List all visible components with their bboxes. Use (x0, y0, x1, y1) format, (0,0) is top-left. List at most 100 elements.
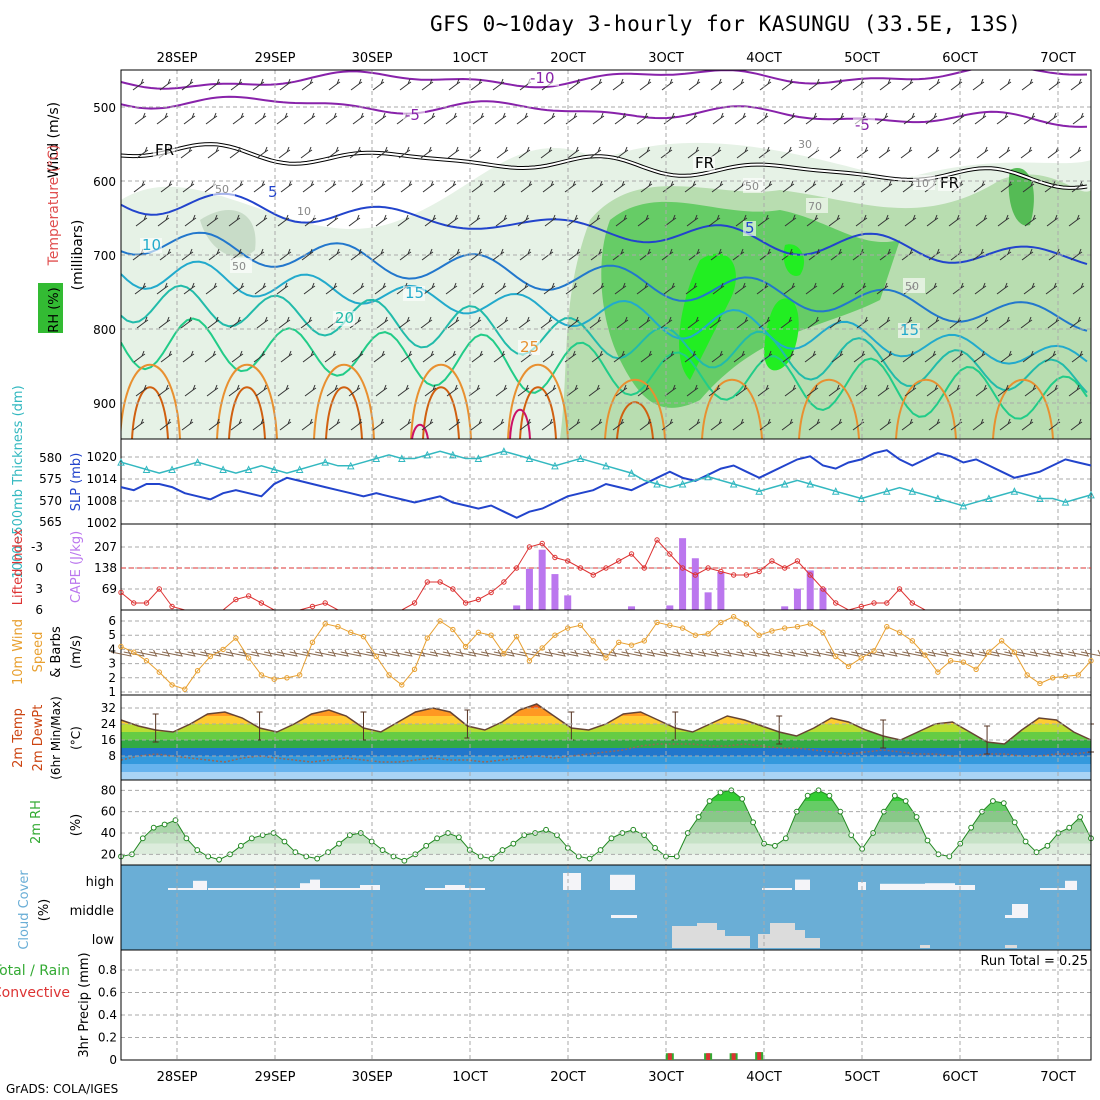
y-tick-right: 1008 (86, 494, 117, 508)
cloud-block-low (725, 936, 750, 948)
wind-speed-marker (1088, 658, 1094, 664)
y-tick-label: 0 (109, 1053, 117, 1067)
lifted-index-marker (526, 544, 533, 550)
wind-barb (348, 384, 361, 397)
date-label-bottom: 28SEP (157, 1070, 198, 1085)
label-bg (743, 221, 756, 236)
wind-barb (621, 649, 643, 657)
contour-label: 50 (215, 183, 229, 196)
rh-shade-high (601, 201, 900, 408)
wind-barb (181, 248, 194, 261)
rh-marker (434, 835, 440, 842)
wind-barb (304, 384, 317, 397)
wind-barb (133, 180, 146, 193)
wind-barb (110, 649, 132, 657)
lifted-index-marker (590, 572, 596, 578)
wind-barb (1068, 384, 1081, 397)
label-bg (693, 156, 715, 171)
wind-speed-marker (743, 621, 750, 627)
axis-label-precip: 3hr Precip (mm) (77, 952, 92, 1057)
temperature-contour (216, 363, 278, 439)
cape-bar (704, 592, 712, 610)
lifted-index-marker (833, 600, 839, 606)
wind-barb (804, 180, 817, 193)
temperature-contour (519, 386, 557, 439)
axis-label-temperature: Temperature (°C) (46, 145, 62, 267)
rh-marker (990, 798, 996, 804)
temperature-contour (121, 192, 1088, 266)
rh-marker (510, 840, 517, 847)
axis-label-wind10: & Barbs (49, 626, 64, 678)
wind-barb (614, 282, 627, 295)
y-tick-label: 6 (108, 614, 116, 628)
wind-barb (516, 282, 529, 295)
wind-barb (663, 282, 676, 295)
date-label-top: 5OCT (844, 51, 880, 66)
rh-marker (139, 835, 146, 842)
cape-bar (525, 568, 533, 610)
thickness-marker (959, 501, 968, 510)
cloud-block-high (193, 880, 207, 890)
wind-barb (659, 649, 681, 657)
wind-barb (372, 418, 385, 431)
wind-barb (804, 350, 817, 363)
lifted-index-marker (424, 579, 431, 585)
wind-barb (830, 418, 843, 431)
wind-barb (592, 112, 605, 125)
contour-label: 50 (745, 180, 759, 193)
wind-barb (832, 282, 845, 295)
wind-barb (684, 350, 697, 363)
wind-barb (830, 78, 843, 91)
wind-barb (608, 649, 630, 657)
temperature-contour (121, 70, 1088, 90)
wind-barb (664, 384, 677, 397)
panel-frame (120, 523, 1092, 611)
wind-barb (232, 282, 245, 295)
date-label-bottom: 5OCT (844, 1070, 880, 1085)
temperature-contour (121, 363, 181, 439)
cloud-block-high (1040, 888, 1065, 890)
thickness-marker (525, 454, 534, 463)
wind-barb (225, 649, 247, 657)
lifted-index-marker (577, 565, 584, 571)
temp-band (121, 708, 1091, 716)
wind-speed-marker (769, 628, 775, 634)
wind-barb (455, 649, 477, 657)
wind-barb (544, 214, 557, 227)
wind-barb (468, 649, 490, 657)
date-label-top: 29SEP (255, 51, 296, 66)
wind-barb (429, 649, 451, 657)
wind-barb (541, 418, 554, 431)
cloud-block-high (575, 873, 581, 890)
rh-marker (150, 824, 157, 831)
label-bg (230, 258, 252, 273)
rh2m-panel: 80 60 40 20 2m RH (%) (29, 779, 1094, 866)
label-bg (528, 71, 559, 86)
y-tick-right: 69 (102, 582, 117, 596)
rh-marker (455, 834, 462, 841)
wind-barb (996, 112, 1009, 125)
label-bg (796, 136, 818, 151)
wind-barb (1044, 350, 1057, 363)
wind-barb (878, 146, 891, 159)
wind-barb (184, 384, 197, 397)
contour-label: 5 (268, 183, 278, 201)
thickness-marker (678, 479, 687, 488)
cloud-block-high (168, 888, 198, 890)
wind-barb (254, 282, 267, 295)
wind-speed-marker (565, 625, 571, 631)
y-tick-label: 8 (108, 749, 116, 763)
wind-speed-marker (909, 638, 916, 644)
dewpoint-line (120, 743, 1092, 763)
rh-shade-high (1008, 168, 1034, 226)
wind-barb (448, 78, 461, 91)
thickness-marker (934, 494, 942, 503)
wind-barb (1070, 418, 1083, 431)
label-bg (938, 176, 960, 191)
rh-shade-max (783, 244, 805, 276)
y-tick-label: 2 (108, 671, 116, 685)
wind-speed-marker (1050, 675, 1056, 681)
wind-barb (542, 350, 555, 363)
wind-barb (636, 112, 649, 125)
cape-bar (819, 588, 827, 610)
